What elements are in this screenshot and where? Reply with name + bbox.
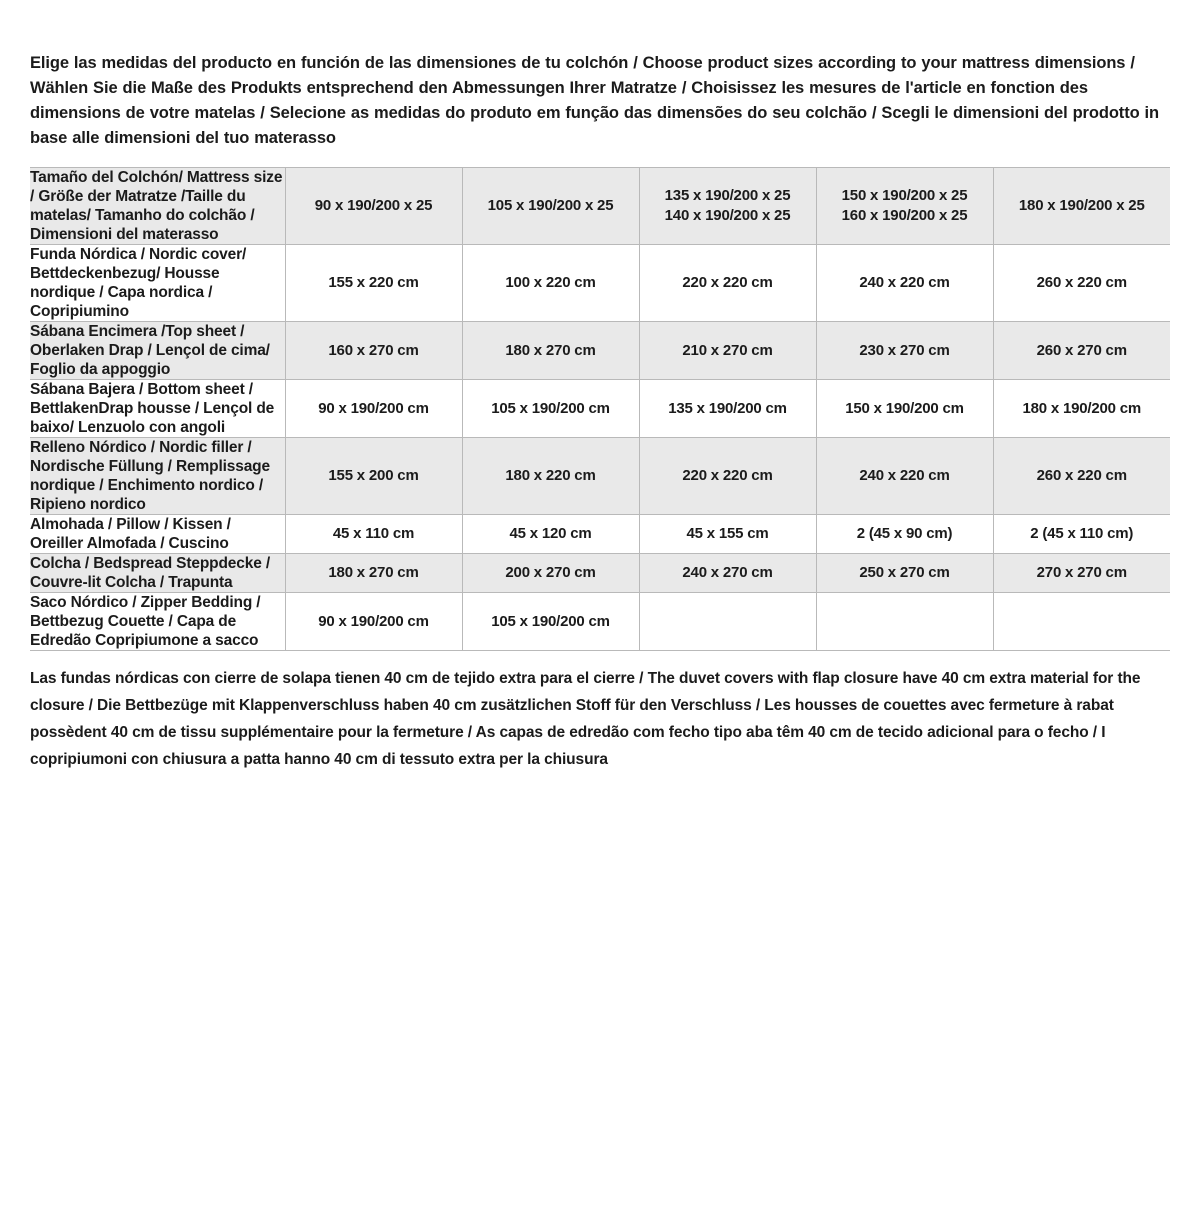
cell-nordic-filler-col5: 260 x 220 cm [992,437,1170,515]
cell-top-sheet-col2: 180 x 270 cm [461,321,639,380]
header-col2-line1: 105 x 190/200 x 25 [487,197,614,214]
cell-bottom-sheet-col5: 180 x 190/200 cm [992,379,1170,438]
cell-bottom-sheet-col1: 90 x 190/200 cm [284,379,462,438]
cell-pillow-col4: 2 (45 x 90 cm) [815,514,993,554]
cell-pillow-col1: 45 x 110 cm [284,514,462,554]
cell-pillow-col5: 2 (45 x 110 cm) [992,514,1170,554]
size-guide-page: Elige las medidas del producto en funció… [0,17,1200,1217]
cell-pillow-col3: 45 x 155 cm [638,514,816,554]
header-col3-line1: 135 x 190/200 x 25 [664,187,791,204]
cell-bedspread-col3: 240 x 270 cm [638,553,816,593]
header-label-cell: Tamaño del Colchón/ Mattress size / Größ… [30,167,285,245]
table-row: Relleno Nórdico / Nordic filler / Nordis… [30,437,1170,515]
row-label-bottom-sheet: Sábana Bajera / Bottom sheet / Bettlaken… [30,379,285,438]
cell-nordic-cover-col3: 220 x 220 cm [638,244,816,322]
cell-pillow-col2: 45 x 120 cm [461,514,639,554]
cell-nordic-filler-col3: 220 x 220 cm [638,437,816,515]
cell-bottom-sheet-col4: 150 x 190/200 cm [815,379,993,438]
mattress-size-table: Tamaño del Colchón/ Mattress size / Größ… [30,167,1170,650]
header-cell-col1: 90 x 190/200 x 25 [284,167,462,245]
cell-bedspread-col5: 270 x 270 cm [992,553,1170,593]
cell-bedspread-col1: 180 x 270 cm [284,553,462,593]
table-row: Funda Nórdica / Nordic cover/ Bettdecken… [30,244,1170,322]
table-row: Almohada / Pillow / Kissen / Oreiller Al… [30,514,1170,554]
row-label-nordic-cover: Funda Nórdica / Nordic cover/ Bettdecken… [30,244,285,322]
header-col3-line2: 140 x 190/200 x 25 [664,207,791,224]
cell-zipper-bedding-col1: 90 x 190/200 cm [284,592,462,650]
table-row: Saco Nórdico / Zipper Bedding / Bettbezu… [30,592,1170,650]
cell-bottom-sheet-col2: 105 x 190/200 cm [461,379,639,438]
cell-zipper-bedding-col2: 105 x 190/200 cm [461,592,639,650]
cell-top-sheet-col5: 260 x 270 cm [992,321,1170,380]
row-label-nordic-filler: Relleno Nórdico / Nordic filler / Nordis… [30,437,285,515]
header-col4-line1: 150 x 190/200 x 25 [841,187,968,204]
table-row: Sábana Encimera /Top sheet / Oberlaken D… [30,321,1170,380]
header-cell-col3: 135 x 190/200 x 25 140 x 190/200 x 25 [638,167,816,245]
cell-bedspread-col2: 200 x 270 cm [461,553,639,593]
header-col5-line1: 180 x 190/200 x 25 [1018,197,1145,214]
table-row: Sábana Bajera / Bottom sheet / Bettlaken… [30,379,1170,438]
intro-paragraph: Elige las medidas del producto en funció… [30,53,1160,147]
header-cell-col5: 180 x 190/200 x 25 [992,167,1170,245]
cell-nordic-filler-col4: 240 x 220 cm [815,437,993,515]
cell-nordic-cover-col1: 155 x 220 cm [284,244,462,322]
cell-zipper-bedding-col3 [638,592,816,650]
cell-zipper-bedding-col5 [992,592,1170,650]
table-header-row: Tamaño del Colchón/ Mattress size / Größ… [30,167,1170,245]
row-label-pillow: Almohada / Pillow / Kissen / Oreiller Al… [30,514,285,554]
table-bottom-rule [30,650,1170,651]
cell-bottom-sheet-col3: 135 x 190/200 cm [638,379,816,438]
cell-nordic-cover-col2: 100 x 220 cm [461,244,639,322]
row-label-bedspread: Colcha / Bedspread Steppdecke / Couvre-l… [30,553,285,593]
header-cell-col4: 150 x 190/200 x 25 160 x 190/200 x 25 [815,167,993,245]
row-label-zipper-bedding: Saco Nórdico / Zipper Bedding / Bettbezu… [30,592,285,650]
cell-nordic-filler-col1: 155 x 200 cm [284,437,462,515]
table-row: Colcha / Bedspread Steppdecke / Couvre-l… [30,553,1170,593]
header-col4-line2: 160 x 190/200 x 25 [841,207,968,224]
cell-top-sheet-col4: 230 x 270 cm [815,321,993,380]
header-cell-col2: 105 x 190/200 x 25 [461,167,639,245]
cell-nordic-cover-col5: 260 x 220 cm [992,244,1170,322]
cell-nordic-cover-col4: 240 x 220 cm [815,244,993,322]
header-col1-line1: 90 x 190/200 x 25 [314,197,433,214]
row-label-top-sheet: Sábana Encimera /Top sheet / Oberlaken D… [30,321,285,380]
cell-nordic-filler-col2: 180 x 220 cm [461,437,639,515]
cell-top-sheet-col3: 210 x 270 cm [638,321,816,380]
cell-top-sheet-col1: 160 x 270 cm [284,321,462,380]
cell-zipper-bedding-col4 [815,592,993,650]
cell-bedspread-col4: 250 x 270 cm [815,553,993,593]
footnote-paragraph: Las fundas nórdicas con cierre de solapa… [30,670,1141,768]
